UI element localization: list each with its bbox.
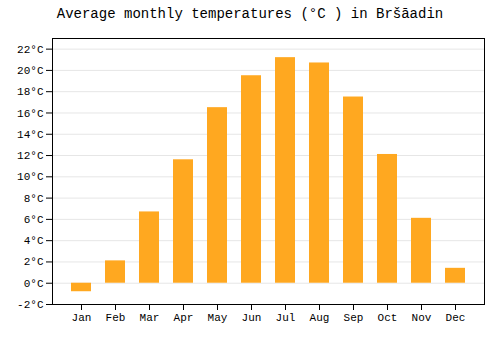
svg-text:20°C: 20°C: [17, 65, 44, 77]
svg-text:12°C: 12°C: [17, 150, 44, 162]
svg-text:Jan: Jan: [72, 312, 92, 324]
svg-text:Mar: Mar: [140, 312, 160, 324]
svg-text:22°C: 22°C: [17, 44, 44, 56]
svg-text:Apr: Apr: [174, 312, 194, 324]
svg-text:0°C: 0°C: [24, 278, 44, 290]
svg-text:6°C: 6°C: [24, 214, 44, 226]
svg-text:Nov: Nov: [412, 312, 432, 324]
svg-text:18°C: 18°C: [17, 86, 44, 98]
html-text:Average monthly temperatures (: Average monthly temperatures (°C ) in Br…: [56, 6, 444, 22]
svg-text:Jun: Jun: [242, 312, 262, 324]
svg-text:May: May: [208, 312, 228, 324]
svg-text:10°C: 10°C: [17, 171, 44, 183]
svg-text:Feb: Feb: [106, 312, 126, 324]
svg-text:Jul: Jul: [276, 312, 296, 324]
svg-text:Sep: Sep: [344, 312, 364, 324]
svg-text:4°C: 4°C: [24, 235, 44, 247]
svg-text:8°C: 8°C: [24, 193, 44, 205]
svg-text:Oct: Oct: [378, 312, 398, 324]
svg-text:14°C: 14°C: [17, 129, 44, 141]
svg-text:Aug: Aug: [310, 312, 330, 324]
svg-text:Dec: Dec: [446, 312, 466, 324]
svg-text:2°C: 2°C: [24, 256, 44, 268]
svg-text:-2°C: -2°C: [17, 299, 44, 311]
svg-text:16°C: 16°C: [17, 108, 44, 120]
